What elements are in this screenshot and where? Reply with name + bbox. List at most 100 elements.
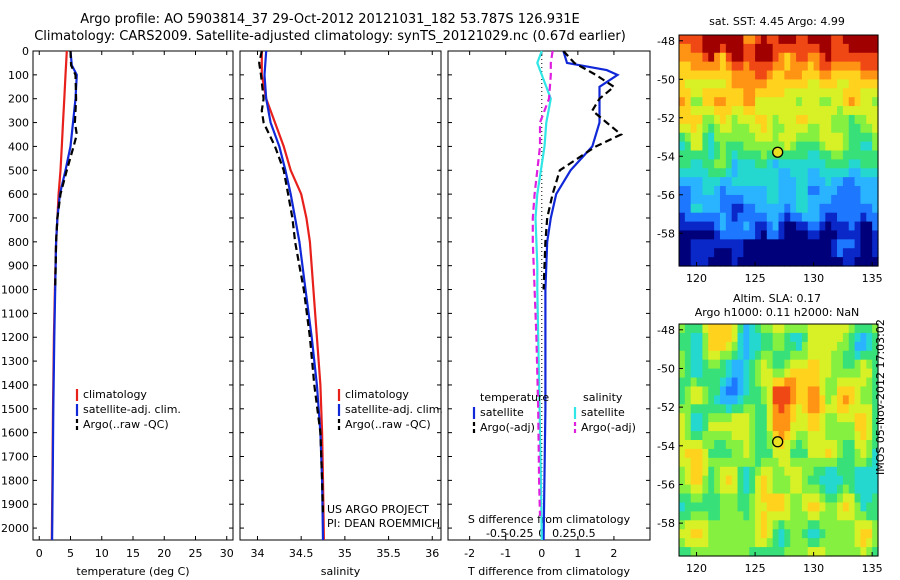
depth-tick-label: 1400 [1,379,29,392]
sst-map-cell [854,123,862,134]
sst-map-cell [760,230,768,240]
sst-map-cell [831,52,838,63]
sst-map-cell [842,79,850,89]
sla-map-cell [708,529,715,539]
sla-map-cell [872,547,879,557]
sla-map-cell [778,493,785,504]
sst-map-cell [725,132,733,143]
sst-map-cell [725,186,733,196]
sla-map-cell [772,332,780,343]
sla-map-cell [708,466,715,477]
sst-map-cell [749,221,756,232]
sst-map-cell [778,177,785,187]
sla-map-cell [708,422,715,432]
sla-map-cell [772,475,780,486]
sst-map-cell [743,230,750,240]
sla-map-cell [860,413,867,423]
sst-map-cell [866,132,873,143]
sla-map-cell [860,529,867,539]
sla-map-cell [866,502,873,512]
sla-map-cell [725,457,733,468]
sst-map-cell [784,186,791,196]
sla-map-cell [684,466,692,477]
sst-map-cell [760,61,768,72]
sla-map-cell [772,529,780,539]
sst-map-cell [725,106,733,116]
sst-map-cell [679,114,686,125]
sla-map-cell [796,431,803,441]
sst-map-cell [866,106,873,116]
sst-map-cell [737,114,744,125]
sst-map-cell [784,177,791,187]
sst-map-cell [714,239,721,249]
sst-map-cell [766,257,774,267]
sla-map-cell [690,547,698,557]
sst-map-cell [714,168,721,178]
sla-map-cell [737,475,744,486]
sst-map-cell [790,52,797,63]
sla-map-cell [825,431,832,441]
sst-map-cell [831,203,838,214]
sla-map-cell [813,341,821,352]
difference-series-1-line [542,50,624,290]
sla-map-cell [755,538,762,548]
sst-map-cell [772,123,780,134]
sla-map-cell [796,350,803,361]
sst-map-cell [743,186,750,196]
sst-map-cell [731,70,739,81]
sst-map-cell [837,221,844,232]
sst-map-cell [825,61,832,72]
sst-map-cell [778,141,785,152]
sst-map-cell [860,61,867,72]
sst-map-cell [772,114,780,125]
sst-map-cell [854,212,862,223]
sst-map-cell [831,35,838,45]
sst-map-cell [837,168,844,178]
sst-map-cell [714,203,721,214]
sst-map-cell [690,141,698,152]
sst-map-cell [778,43,785,54]
sla-map-cell [801,440,809,450]
sla-map-cell [801,404,809,414]
sla-map-cell [801,457,809,468]
sla-map-cell [796,386,803,396]
sst-map-cell [837,239,844,249]
sst-map-cell [696,186,704,196]
sla-map-cell [696,520,704,530]
sla-map-cell [790,529,797,539]
sla-map-cell [796,422,803,432]
sla-map-cell [719,529,727,539]
sla-map-cell [702,332,709,343]
sla-map-cell [755,332,762,343]
sst-map-cell [784,150,791,160]
sla-map-cell [755,341,762,352]
sla-map-cell [848,341,856,352]
sla-map-cell [866,538,873,548]
sla-map-cell [702,457,709,468]
sst-map-cell [848,230,856,240]
sla-map-cell [755,475,762,486]
sla-map-cell [731,332,739,343]
sst-map-cell [842,35,850,45]
sst-map-cell [766,194,774,205]
sst-map-cell [796,221,803,232]
sst-map-cell [755,159,762,169]
sst-map-cell [778,70,785,81]
sst-map-cell [755,70,762,81]
sla-map-cell [714,413,721,423]
sst-map-cell [772,257,780,267]
sla-map-cell [813,547,821,557]
sla-map-cell [866,529,873,539]
sla-map-cell [796,493,803,504]
sla-map-cell [766,475,774,486]
sla-map-cell [725,359,733,370]
sst-map-cell [866,221,873,232]
salinity-xtick-label: 36 [425,547,439,560]
sla-map-cell [842,448,850,459]
sst-map-cell [790,132,797,143]
sla-map-cell [807,538,815,548]
sst-map-cell [860,132,867,143]
sst-map-cell [854,132,862,143]
sla-map-cell [848,493,856,504]
